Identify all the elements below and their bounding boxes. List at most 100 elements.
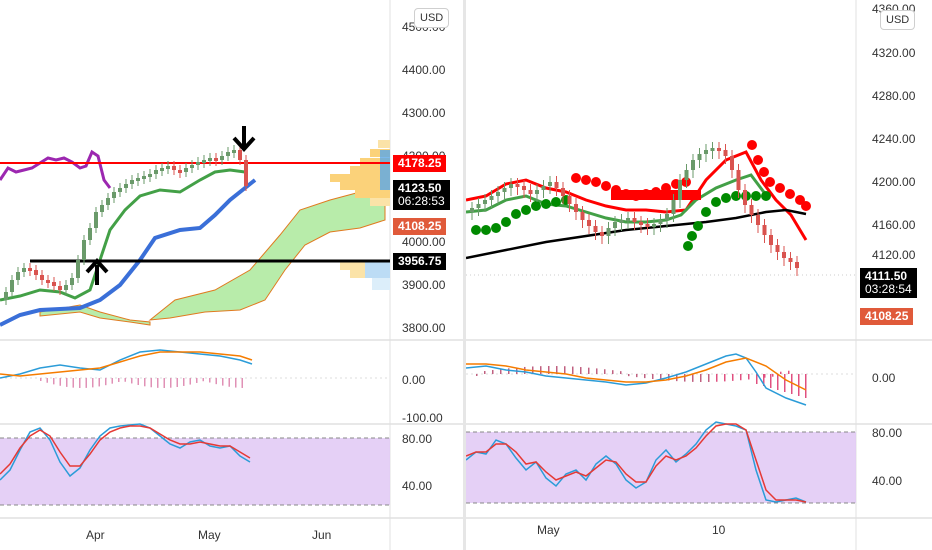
macd-histogram-bar	[777, 374, 779, 390]
right-signal-line	[466, 357, 807, 391]
left-candles	[4, 145, 248, 305]
macd-histogram-bar	[740, 374, 742, 381]
candle-body	[52, 282, 56, 286]
right-stoch-k	[466, 421, 807, 503]
psar-dot	[501, 217, 511, 227]
macd-histogram-bar	[692, 374, 694, 382]
down-arrow-icon	[232, 126, 256, 152]
right-price-tick: 4200.00	[872, 175, 916, 189]
right-chart-canvas[interactable]: 4360.00 4320.00 4280.00 4240.00 4200.00 …	[466, 0, 932, 550]
right-stoch-pane[interactable]: 80.00 40.00	[466, 421, 902, 504]
left-stoch-tick: 40.00	[402, 479, 432, 493]
left-macd-pane[interactable]: 0.00 -100.00	[0, 349, 443, 425]
macd-histogram-bar	[183, 378, 185, 386]
macd-histogram-bar	[572, 366, 574, 374]
left-support-price-tag: 3956.75	[393, 253, 447, 270]
candle-body	[710, 148, 715, 151]
psar-dot	[693, 221, 703, 231]
candle-body	[118, 188, 122, 192]
right-green-band-line	[466, 173, 768, 224]
candle-body	[535, 190, 539, 194]
candle-body	[652, 224, 656, 227]
psar-dot	[683, 241, 693, 251]
macd-histogram-bar	[92, 378, 94, 388]
candle-body	[76, 260, 80, 278]
macd-histogram-bar	[492, 370, 494, 374]
left-last-price: 4123.50	[398, 181, 442, 195]
macd-histogram-bar	[241, 378, 243, 388]
right-currency-button[interactable]: USD	[880, 10, 916, 30]
left-currency-button[interactable]: USD	[414, 8, 450, 28]
candle-body	[756, 215, 760, 225]
psar-dot	[801, 201, 811, 211]
macd-histogram-bar	[105, 378, 107, 386]
candle-body	[489, 196, 494, 200]
candle-body	[154, 170, 158, 174]
psar-dot	[747, 140, 757, 150]
left-price-axis[interactable]: 4500.00 4400.00 4300.00 4200.00 4000.00 …	[402, 20, 446, 335]
candle-body	[64, 285, 68, 290]
candle-body	[775, 245, 780, 252]
macd-histogram-bar	[235, 378, 237, 388]
right-time-label: 10	[712, 523, 726, 537]
macd-histogram-bar	[157, 378, 159, 388]
macd-histogram-bar	[150, 378, 152, 388]
right-moving-average-line	[466, 208, 807, 260]
macd-histogram-bar	[788, 370, 790, 374]
right-macd-tick: 0.00	[872, 371, 896, 385]
candle-body	[226, 152, 230, 156]
macd-histogram-bar	[588, 367, 590, 374]
macd-histogram-bar	[98, 378, 100, 387]
macd-histogram-bar	[756, 374, 758, 384]
candle-body	[28, 268, 32, 271]
psar-dot	[621, 190, 631, 200]
candle-body	[697, 154, 702, 160]
macd-histogram-bar	[209, 378, 211, 383]
psar-dot	[687, 231, 697, 241]
macd-histogram-bar	[137, 378, 139, 386]
macd-histogram-bar	[59, 378, 61, 386]
left-chart-panel[interactable]: 4500.00 4400.00 4300.00 4200.00 4000.00 …	[0, 0, 463, 550]
macd-histogram-bar	[684, 374, 686, 382]
candle-body	[541, 186, 546, 190]
psar-dot	[521, 205, 531, 215]
macd-histogram-bar	[708, 374, 710, 382]
candle-body	[10, 280, 14, 292]
left-time-label: Jun	[312, 528, 331, 542]
candle-body	[749, 205, 754, 215]
candle-body	[593, 226, 598, 232]
candle-body	[567, 196, 572, 204]
candle-body	[172, 166, 176, 170]
candle-body	[124, 184, 128, 188]
macd-histogram-bar	[189, 378, 191, 385]
left-chart-canvas[interactable]: 4500.00 4400.00 4300.00 4200.00 4000.00 …	[0, 0, 463, 550]
candle-body	[613, 222, 617, 228]
psar-dot	[701, 207, 711, 217]
candle-body	[795, 262, 799, 268]
kijun-line	[0, 178, 257, 327]
macd-histogram-bar	[111, 378, 113, 384]
candle-body	[528, 190, 533, 194]
candle-body	[88, 228, 92, 240]
right-chart-panel[interactable]: 4360.00 4320.00 4280.00 4240.00 4200.00 …	[466, 0, 932, 550]
candle-body	[658, 220, 663, 224]
candle-body	[736, 170, 741, 190]
macd-histogram-bar	[124, 378, 126, 382]
left-price-tick: 4300.00	[402, 106, 446, 120]
candle-body	[502, 188, 507, 192]
left-time-axis[interactable]: Apr May Jun	[86, 528, 331, 542]
macd-histogram-bar	[144, 378, 146, 387]
macd-histogram-bar	[500, 369, 502, 374]
candle-body	[730, 156, 734, 170]
psar-dot	[581, 175, 591, 185]
psar-dot	[765, 177, 775, 187]
right-time-axis[interactable]: May 10	[537, 523, 726, 537]
candle-body	[94, 212, 98, 228]
right-price-axis[interactable]: 4360.00 4320.00 4280.00 4240.00 4200.00 …	[872, 2, 916, 262]
macd-histogram-bar	[176, 378, 178, 388]
candle-body	[769, 235, 773, 245]
candle-body	[148, 174, 152, 177]
right-macd-pane[interactable]: 0.00	[466, 353, 896, 406]
left-stoch-pane[interactable]: 80.00 40.00	[0, 423, 432, 506]
candle-body	[678, 180, 682, 200]
